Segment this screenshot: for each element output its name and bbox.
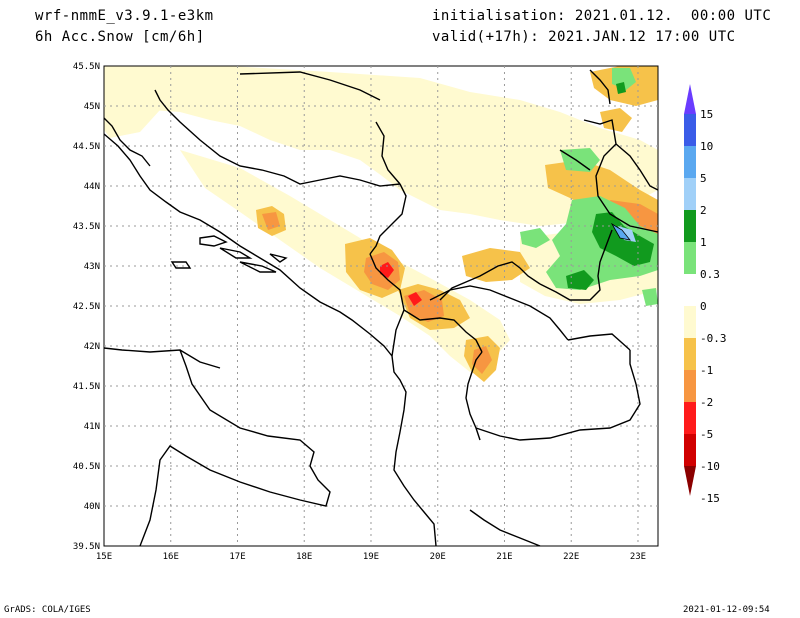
- lat-label: 45.5N: [73, 62, 100, 72]
- init-time: initialisation: 2021.01.12. 00:00 UTC: [432, 8, 772, 24]
- lon-label: 16E: [163, 552, 179, 562]
- colorbar-label: -0.3: [700, 332, 727, 345]
- model-title: wrf-nmmE_v3.9.1-e3km: [35, 8, 214, 24]
- lat-label: 42.5N: [73, 302, 100, 312]
- colorbar-label: 1: [700, 236, 707, 249]
- colorbar-segment: [684, 114, 696, 146]
- lon-label: 15E: [96, 552, 112, 562]
- lon-label: 17E: [229, 552, 245, 562]
- colorbar-label: 2: [700, 204, 707, 217]
- colorbar-segment: [684, 434, 696, 466]
- danube-lake-shape: [610, 222, 631, 241]
- lon-label: 21E: [496, 552, 512, 562]
- lon-label: 22E: [563, 552, 579, 562]
- valid-time: valid(+17h): 2021.JAN.12 17:00 UTC: [432, 29, 736, 45]
- snow-field: [104, 66, 658, 382]
- lat-label: 44.5N: [73, 142, 100, 152]
- colorbar-segment: [684, 274, 696, 306]
- colorbar-label: -10: [700, 460, 720, 473]
- colorbar-label: -15: [700, 492, 720, 505]
- colorbar-segment: [684, 338, 696, 370]
- lat-label: 42N: [84, 342, 100, 352]
- lat-label: 44N: [84, 182, 100, 192]
- lat-label: 41N: [84, 422, 100, 432]
- colorbar-top-arrow: [684, 84, 696, 114]
- colorbar: 15 10 5 2 1 0.3 0 -0.3 -1 -2 -5 -10 -15: [684, 84, 727, 505]
- colorbar-label: 10: [700, 140, 713, 153]
- colorbar-segment: [684, 242, 696, 274]
- colorbar-segment: [684, 306, 696, 338]
- lat-label: 43N: [84, 262, 100, 272]
- colorbar-label: -5: [700, 428, 713, 441]
- lat-label: 39.5N: [73, 542, 100, 552]
- colorbar-segment: [684, 210, 696, 242]
- colorbar-segment: [684, 146, 696, 178]
- lon-label: 19E: [363, 552, 379, 562]
- lat-label: 41.5N: [73, 382, 100, 392]
- lon-label: 20E: [430, 552, 446, 562]
- colorbar-segment: [684, 178, 696, 210]
- lat-label: 40.5N: [73, 462, 100, 472]
- colorbar-label: 5: [700, 172, 707, 185]
- colorbar-label: -2: [700, 396, 713, 409]
- colorbar-label: -1: [700, 364, 713, 377]
- grads-credit: GrADS: COLA/IGES: [4, 605, 91, 615]
- coastlines-borders: [103, 69, 659, 547]
- lat-label: 43.5N: [73, 222, 100, 232]
- colorbar-label: 0: [700, 300, 707, 313]
- lon-label: 23E: [630, 552, 646, 562]
- lon-label: 18E: [296, 552, 312, 562]
- colorbar-segment: [684, 370, 696, 402]
- lat-label: 40N: [84, 502, 100, 512]
- longitude-labels: 15E 16E 17E 18E 19E 20E 21E 22E 23E: [96, 552, 646, 562]
- colorbar-label: 0.3: [700, 268, 720, 281]
- latitude-labels: 45.5N 45N 44.5N 44N 43.5N 43N 42.5N 42N 41.5N 41N…: [73, 62, 100, 552]
- grid-lines: [104, 66, 658, 546]
- lat-label: 45N: [84, 102, 100, 112]
- colorbar-segment: [684, 402, 696, 434]
- colorbar-label: 15: [700, 108, 713, 121]
- colorbar-bottom-arrow: [684, 466, 696, 496]
- field-title: 6h Acc.Snow [cm/6h]: [35, 29, 205, 45]
- render-timestamp: 2021-01-12-09:54: [683, 605, 770, 615]
